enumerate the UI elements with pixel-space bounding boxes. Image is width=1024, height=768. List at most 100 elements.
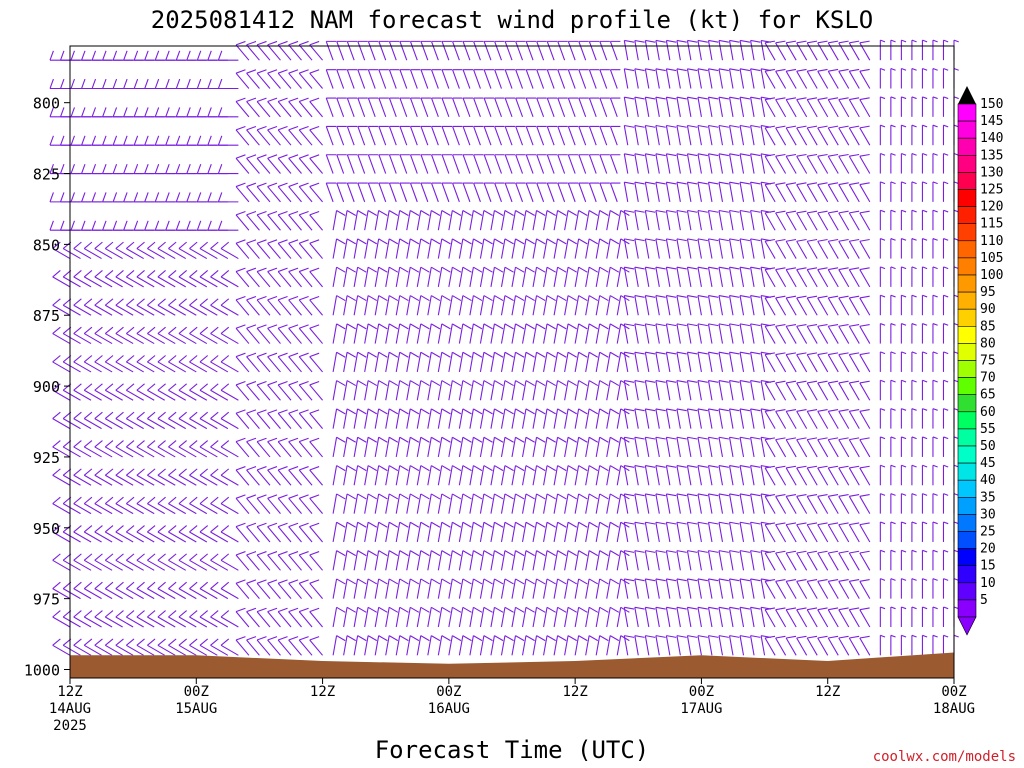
wind-barb <box>890 464 896 486</box>
wind-barb <box>406 493 420 514</box>
wind-barb <box>298 381 313 401</box>
wind-barb <box>49 220 70 231</box>
wind-barb <box>458 465 472 486</box>
wind-barb <box>52 496 71 515</box>
wind-barb <box>511 436 525 458</box>
wind-barb <box>775 409 787 429</box>
wind-barb <box>750 351 761 373</box>
wind-barb <box>115 496 134 515</box>
credit-label: coolwx.com/models <box>873 749 1016 765</box>
wind-barb <box>364 521 378 543</box>
wind-barb <box>543 295 556 316</box>
wind-barb <box>123 78 144 90</box>
wind-barb <box>309 381 323 401</box>
colorbar-label: 20 <box>980 542 996 557</box>
wind-barb <box>595 493 609 514</box>
wind-barb <box>367 69 379 89</box>
wind-barb <box>676 181 687 202</box>
wind-barb <box>676 68 687 89</box>
wind-barb <box>879 408 886 429</box>
wind-barb <box>94 383 113 401</box>
wind-barb <box>588 125 600 146</box>
wind-barb <box>718 635 729 656</box>
wind-barb <box>168 411 187 430</box>
wind-barb <box>165 163 186 175</box>
wind-barb <box>288 409 302 429</box>
wind-barb <box>406 578 420 599</box>
wind-barb <box>112 135 134 146</box>
wind-barb <box>676 294 687 316</box>
wind-barb <box>848 182 860 203</box>
wind-barb <box>189 468 208 486</box>
wind-barb <box>606 493 620 514</box>
wind-barb <box>490 295 504 316</box>
wind-barb <box>136 553 155 571</box>
wind-barb <box>634 578 645 599</box>
wind-barb <box>217 50 239 61</box>
wind-barb <box>606 323 620 344</box>
wind-barb <box>378 69 389 89</box>
wind-barb <box>511 408 525 429</box>
wind-barb <box>665 465 677 486</box>
wind-barb <box>500 238 514 259</box>
wind-barb <box>595 323 609 344</box>
colorbar-swatch <box>957 496 977 515</box>
wind-barb <box>277 636 292 656</box>
wind-barb <box>728 153 740 174</box>
wind-barb <box>500 606 514 628</box>
wind-barb <box>932 181 938 202</box>
wind-barb <box>686 351 698 373</box>
wind-barb <box>336 40 347 61</box>
wind-barb <box>634 380 645 401</box>
wind-barb <box>806 635 818 656</box>
wind-barb <box>277 69 292 89</box>
x-tick-label: 12Z <box>310 684 335 700</box>
colorbar-swatch <box>957 479 977 498</box>
wind-barb <box>385 606 399 628</box>
wind-barb <box>595 436 609 458</box>
wind-barb <box>739 39 750 61</box>
wind-barb <box>718 39 729 61</box>
wind-barb <box>256 579 271 599</box>
wind-barb <box>785 437 797 458</box>
wind-barb <box>437 266 451 287</box>
wind-barb <box>500 380 514 401</box>
wind-barb <box>399 154 410 174</box>
wind-barb <box>900 323 907 344</box>
wind-barb <box>125 610 144 628</box>
wind-barb <box>634 266 645 287</box>
wind-barb <box>785 125 797 146</box>
wind-barb <box>288 295 302 316</box>
wind-barb <box>175 107 197 118</box>
wind-barb <box>532 408 546 429</box>
colorbar-swatch <box>957 411 977 430</box>
wind-barb <box>817 125 829 146</box>
wind-barb <box>298 551 313 571</box>
wind-barb <box>479 521 493 543</box>
wind-barb <box>546 125 558 146</box>
wind-barb <box>235 409 250 429</box>
wind-barb <box>728 521 740 543</box>
wind-barb <box>848 238 860 259</box>
wind-barb <box>256 267 271 288</box>
wind-barb <box>60 163 81 175</box>
wind-barb <box>147 241 165 260</box>
wind-barb <box>879 464 886 486</box>
wind-barb <box>644 380 656 401</box>
wind-barb <box>52 610 71 628</box>
wind-barb <box>220 326 239 345</box>
wind-barb <box>437 578 451 599</box>
wind-barb <box>125 496 144 515</box>
wind-barb <box>728 68 740 89</box>
wind-barb <box>796 380 808 401</box>
wind-barb <box>521 210 535 231</box>
wind-barb <box>199 326 218 345</box>
wind-barb <box>911 521 917 542</box>
wind-barb <box>707 209 719 231</box>
wind-barb <box>246 324 260 344</box>
wind-barb <box>420 154 431 174</box>
wind-barb <box>154 163 176 175</box>
wind-barb <box>707 351 719 373</box>
wind-barb <box>469 408 483 429</box>
